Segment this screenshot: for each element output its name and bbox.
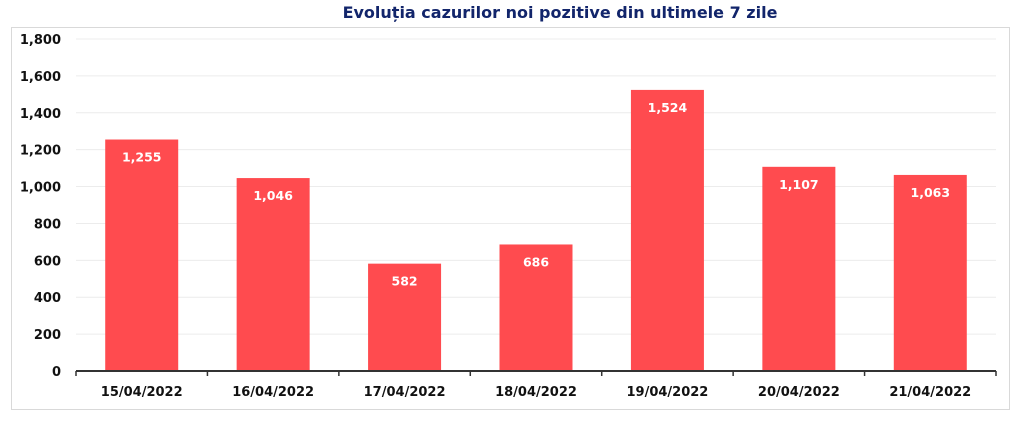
y-tick-label: 200 <box>34 328 61 343</box>
y-tick-label: 1,600 <box>20 70 61 85</box>
bar <box>105 139 179 371</box>
x-tick-label: 19/04/2022 <box>626 385 708 400</box>
y-tick-label: 1,000 <box>20 181 61 196</box>
y-tick-label: 1,800 <box>20 33 61 48</box>
y-tick-label: 600 <box>34 254 61 269</box>
data-label: 1,063 <box>911 185 951 200</box>
x-tick-label: 18/04/2022 <box>495 385 577 400</box>
bar <box>630 89 704 371</box>
bar <box>762 166 836 371</box>
bar <box>499 244 573 371</box>
data-label: 686 <box>523 254 549 269</box>
y-tick-label: 1,200 <box>20 144 61 159</box>
data-label: 1,255 <box>122 150 162 165</box>
data-label: 1,524 <box>648 100 688 115</box>
x-tick-label: 21/04/2022 <box>889 385 971 400</box>
x-tick-label: 16/04/2022 <box>232 385 314 400</box>
y-tick-label: 800 <box>34 217 61 232</box>
data-label: 582 <box>392 274 418 289</box>
data-label: 1,046 <box>253 188 293 203</box>
y-tick-label: 1,400 <box>20 107 61 122</box>
x-tick-label: 17/04/2022 <box>364 385 446 400</box>
y-tick-label: 400 <box>34 291 61 306</box>
chart-title: Evoluția cazurilor noi pozitive din ulti… <box>343 3 778 22</box>
data-label: 1,107 <box>779 177 819 192</box>
bar <box>893 174 967 371</box>
bar <box>368 263 442 371</box>
x-tick-label: 20/04/2022 <box>758 385 840 400</box>
y-tick-label: 0 <box>52 365 61 380</box>
bar <box>236 178 310 371</box>
x-tick-label: 15/04/2022 <box>101 385 183 400</box>
